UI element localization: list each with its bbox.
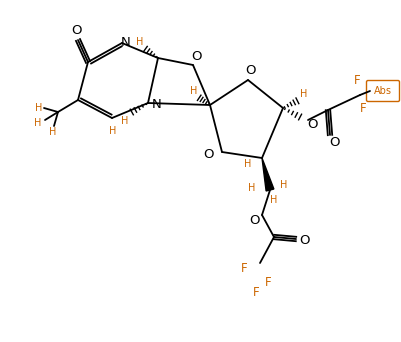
Text: F: F bbox=[360, 102, 366, 115]
Text: O: O bbox=[72, 25, 82, 38]
Text: O: O bbox=[191, 50, 201, 63]
Text: H: H bbox=[300, 89, 308, 99]
Text: O: O bbox=[300, 235, 310, 248]
Text: F: F bbox=[253, 287, 259, 300]
Text: H: H bbox=[270, 195, 277, 205]
Text: F: F bbox=[241, 263, 247, 276]
Text: Abs: Abs bbox=[374, 86, 392, 96]
Text: H: H bbox=[49, 127, 57, 137]
Text: H: H bbox=[35, 103, 43, 113]
Text: H: H bbox=[280, 180, 288, 190]
Text: O: O bbox=[330, 136, 340, 149]
Text: F: F bbox=[354, 75, 360, 88]
Text: H: H bbox=[248, 183, 256, 193]
Text: O: O bbox=[204, 147, 214, 160]
Polygon shape bbox=[262, 158, 274, 191]
Text: O: O bbox=[249, 214, 259, 227]
Text: N: N bbox=[152, 97, 162, 110]
Text: F: F bbox=[265, 276, 271, 289]
Text: H: H bbox=[190, 86, 198, 96]
Text: H: H bbox=[122, 116, 129, 126]
Text: N: N bbox=[121, 36, 131, 49]
Text: H: H bbox=[244, 159, 252, 169]
Text: H: H bbox=[109, 126, 117, 136]
Text: O: O bbox=[308, 118, 318, 131]
Text: O: O bbox=[246, 64, 256, 77]
Text: H: H bbox=[136, 37, 144, 47]
FancyBboxPatch shape bbox=[367, 80, 399, 102]
Text: H: H bbox=[34, 118, 42, 128]
